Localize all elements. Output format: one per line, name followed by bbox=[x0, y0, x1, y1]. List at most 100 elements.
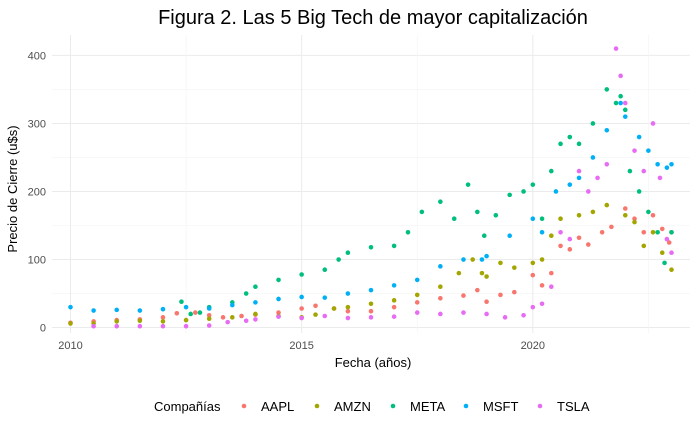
data-point bbox=[493, 212, 499, 218]
data-point bbox=[368, 315, 374, 320]
data-point bbox=[461, 293, 466, 298]
data-point bbox=[438, 311, 443, 317]
data-point bbox=[137, 308, 143, 313]
data-point bbox=[438, 199, 443, 204]
data-point bbox=[68, 321, 73, 326]
data-point bbox=[276, 314, 281, 319]
data-point bbox=[655, 161, 660, 167]
series-msft bbox=[68, 100, 674, 313]
x-tick-label: 2020 bbox=[521, 340, 545, 352]
data-point bbox=[622, 107, 628, 113]
data-point bbox=[507, 233, 512, 239]
data-point bbox=[539, 216, 545, 221]
data-point bbox=[664, 165, 670, 170]
data-point bbox=[549, 270, 554, 276]
data-point bbox=[484, 253, 489, 259]
data-point bbox=[539, 301, 545, 307]
data-point bbox=[636, 189, 642, 194]
legend-label: AMZN bbox=[334, 399, 371, 414]
data-point bbox=[368, 301, 374, 307]
data-point bbox=[276, 296, 281, 302]
data-point bbox=[313, 303, 318, 309]
data-point bbox=[391, 314, 397, 319]
data-point bbox=[590, 209, 596, 215]
data-point bbox=[481, 233, 487, 239]
data-point bbox=[590, 121, 596, 126]
data-point bbox=[507, 192, 512, 198]
data-point bbox=[414, 310, 420, 315]
data-point bbox=[618, 93, 623, 99]
data-point bbox=[160, 319, 166, 324]
series-aapl bbox=[68, 206, 674, 326]
data-point bbox=[646, 209, 651, 215]
data-point bbox=[137, 323, 143, 329]
grid-lines bbox=[52, 35, 690, 333]
series-layer bbox=[68, 46, 674, 329]
data-point bbox=[669, 230, 674, 235]
data-point bbox=[276, 277, 281, 283]
data-point bbox=[322, 295, 328, 300]
data-point bbox=[137, 318, 143, 324]
legend-key-amzn bbox=[314, 403, 320, 409]
legend-key-msft bbox=[463, 403, 469, 409]
data-point bbox=[183, 323, 189, 329]
data-point bbox=[253, 300, 258, 305]
data-point bbox=[650, 212, 656, 218]
data-point bbox=[345, 250, 351, 256]
legend: Compañías AAPL AMZN META MSFT TSLA bbox=[154, 399, 590, 414]
data-point bbox=[613, 46, 619, 51]
y-tick-label: 100 bbox=[28, 255, 46, 267]
legend-label: AAPL bbox=[261, 399, 294, 414]
x-tick-label: 2010 bbox=[58, 340, 82, 352]
data-point bbox=[558, 243, 563, 249]
data-point bbox=[641, 243, 647, 249]
data-point bbox=[636, 134, 642, 140]
data-point bbox=[68, 304, 73, 310]
y-axis-tick-labels: 0 100 200 300 400 bbox=[28, 50, 46, 334]
data-point bbox=[470, 257, 476, 262]
series-tsla bbox=[91, 46, 674, 329]
data-point bbox=[345, 304, 351, 310]
data-point bbox=[438, 296, 443, 301]
data-point bbox=[632, 148, 637, 153]
data-point bbox=[585, 242, 591, 247]
data-point bbox=[299, 272, 304, 277]
data-point bbox=[183, 304, 189, 310]
data-point bbox=[114, 319, 120, 324]
data-point bbox=[345, 308, 351, 314]
legend-key-tsla bbox=[537, 403, 543, 409]
data-point bbox=[576, 212, 582, 218]
data-point bbox=[530, 260, 536, 266]
data-point bbox=[114, 323, 120, 329]
data-point bbox=[618, 73, 623, 79]
data-point bbox=[174, 310, 180, 316]
data-point bbox=[253, 317, 258, 322]
data-point bbox=[239, 313, 244, 319]
data-point bbox=[604, 161, 610, 167]
data-point bbox=[539, 257, 545, 262]
data-point bbox=[622, 100, 628, 106]
y-tick-label: 200 bbox=[28, 186, 46, 198]
data-point bbox=[655, 230, 660, 235]
data-point bbox=[461, 310, 466, 315]
data-point bbox=[313, 312, 318, 317]
data-point bbox=[206, 323, 212, 328]
data-point bbox=[322, 313, 328, 319]
y-tick-label: 0 bbox=[40, 323, 46, 335]
data-point bbox=[558, 216, 563, 221]
data-point bbox=[567, 182, 573, 187]
data-point bbox=[622, 212, 628, 218]
data-point bbox=[368, 244, 374, 250]
data-point bbox=[498, 260, 503, 266]
data-point bbox=[609, 224, 614, 230]
data-point bbox=[299, 315, 304, 321]
data-point bbox=[414, 300, 420, 305]
data-point bbox=[160, 323, 166, 329]
data-point bbox=[230, 302, 235, 308]
data-point bbox=[604, 127, 610, 133]
data-point bbox=[225, 319, 230, 325]
data-point bbox=[576, 141, 582, 147]
data-point bbox=[419, 209, 425, 215]
data-point bbox=[188, 311, 193, 317]
data-point bbox=[604, 202, 610, 208]
